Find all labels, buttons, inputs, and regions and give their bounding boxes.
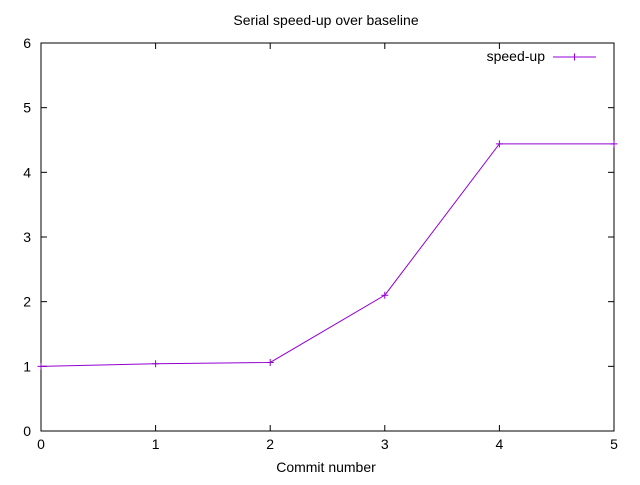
x-tick-label: 5 <box>610 436 618 452</box>
y-tick-label: 4 <box>23 164 31 180</box>
data-point-marker <box>610 140 618 148</box>
y-tick-label: 2 <box>23 294 31 310</box>
data-point-marker <box>37 362 45 370</box>
legend-marker <box>571 53 578 61</box>
chart-title: Serial speed-up over baseline <box>233 12 418 28</box>
data-point-marker <box>152 360 160 368</box>
y-tick-label: 6 <box>23 35 31 51</box>
plot-frame <box>40 42 615 432</box>
x-tick-label: 0 <box>37 436 45 452</box>
y-tick-label: 0 <box>23 423 31 439</box>
data-point-marker <box>266 358 274 366</box>
y-tick-label: 3 <box>23 229 31 245</box>
x-tick-label: 2 <box>266 436 274 452</box>
x-axis-label: Commit number <box>276 459 376 475</box>
x-tick-label: 1 <box>152 436 160 452</box>
data-point-marker <box>495 140 503 148</box>
legend: speed-up <box>487 48 596 64</box>
y-tick-label: 1 <box>23 358 31 374</box>
axis-ticks: 0 1 2 3 4 5 0 1 2 3 4 5 6 <box>23 35 618 452</box>
series-layer <box>37 140 618 370</box>
x-tick-label: 4 <box>496 436 504 452</box>
series-line-speed-up <box>40 143 614 367</box>
x-tick-label: 3 <box>381 436 389 452</box>
y-tick-label: 5 <box>23 100 31 116</box>
legend-label: speed-up <box>487 48 546 64</box>
data-point-marker <box>381 291 389 299</box>
